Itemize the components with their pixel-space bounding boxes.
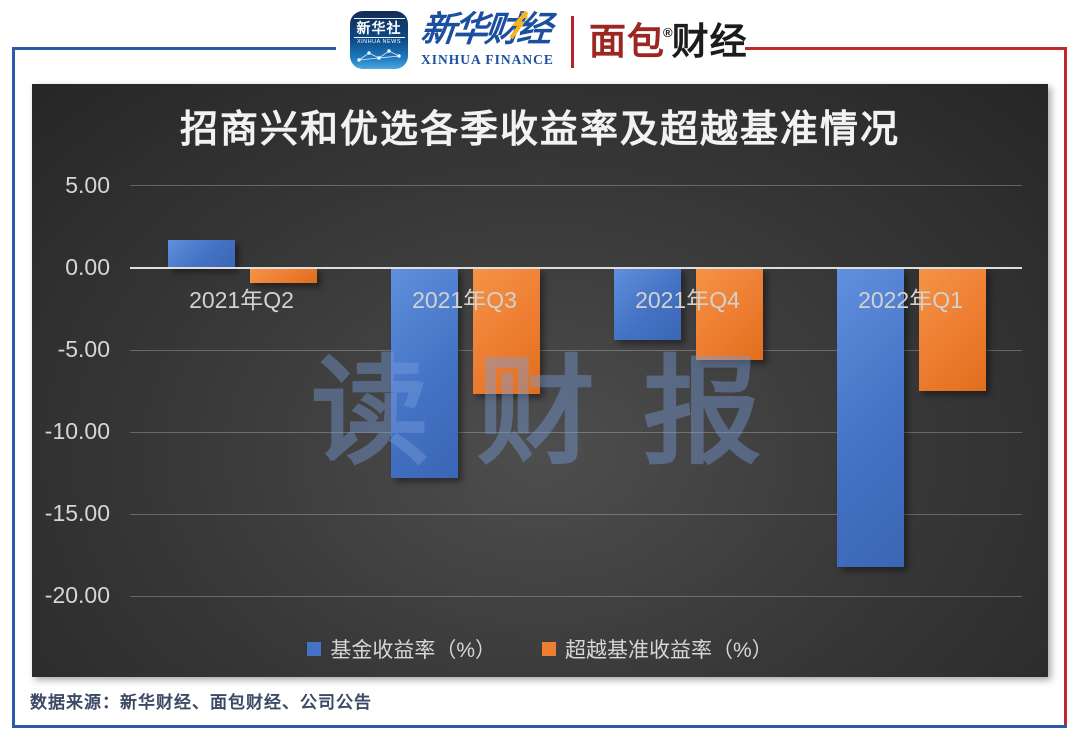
frame-bottom-border: [12, 725, 1067, 728]
bread-finance-cn-left: 面包: [589, 21, 665, 62]
fund-return-bar-2: [390, 268, 458, 479]
bread-finance-cn-right: 财经: [671, 21, 748, 62]
fund-return-bar-1: [167, 240, 235, 268]
y-axis-tick-label: -5.00: [57, 336, 110, 363]
legend-label-excess-benchmark-return: 超越基准收益率（%）: [565, 639, 773, 662]
legend-label-fund-return: 基金收益率（%）: [330, 639, 496, 662]
legend-swatch-fund-return: [307, 642, 322, 656]
category-label: 2022年Q1: [858, 287, 963, 313]
y-axis-tick-label: 0.00: [65, 254, 110, 280]
lightning-icon: [509, 10, 529, 40]
xinhua-finance-en-label: XINHUA FINANCE: [421, 52, 554, 67]
gridline: [130, 185, 1022, 187]
fund-return-bar-3: [613, 268, 681, 341]
gridline: [130, 349, 1022, 351]
xinhua-news-cn-label: 新华社: [353, 17, 405, 38]
excess-benchmark-return-bar-1: [249, 268, 317, 283]
gridline: [130, 513, 1022, 515]
frame-top-left-line: [12, 47, 336, 50]
x-axis-line: [130, 267, 1022, 269]
category-label: 2021年Q3: [412, 287, 517, 313]
frame-right-border: [1064, 47, 1067, 728]
chart-panel: 招商兴和优选各季收益率及超越基准情况 5.00 0.00 -5.00 -10.00 -1…: [32, 84, 1048, 677]
legend-swatch-excess-benchmark-return: [542, 642, 556, 656]
xinhua-finance-logo: 新华财经 XINHUA FINANCE: [419, 10, 581, 72]
y-axis-tick-label: -10.00: [44, 418, 110, 445]
y-axis-tick-label: -15.00: [44, 500, 110, 527]
y-axis-tick-label: -20.00: [44, 582, 110, 609]
y-axis-tick-label: 5.00: [65, 171, 110, 198]
network-icon: [357, 48, 401, 62]
source-note: 数据来源：新华财经、面包财经、公司公告: [30, 693, 372, 712]
chart-title: 招商兴和优选各季收益率及超越基准情况: [179, 109, 900, 151]
registered-trademark-mark: ®: [663, 25, 674, 40]
category-label: 2021年Q2: [189, 287, 294, 313]
excess-benchmark-return-bar-3: [695, 268, 763, 360]
fund-return-bar-4: [836, 268, 904, 567]
plot-area: 5.00 0.00 -5.00 -10.00 -15.00 -20.00 2021年Q2 20…: [32, 84, 1048, 677]
legend: 基金收益率（%） 超越基准收益率（%）: [32, 634, 1048, 664]
xinhua-news-en-label: XINHUA NEWS: [356, 38, 401, 45]
header-divider-line: [571, 16, 574, 68]
excess-benchmark-return-bar-4: [918, 268, 986, 392]
gridline: [130, 431, 1022, 433]
frame-top-right-line: [745, 47, 1067, 50]
bread-finance-logo: 面包®财经: [589, 19, 748, 73]
xinhua-finance-cn-label: 新华财经: [419, 10, 552, 49]
legend-item-excess-benchmark-return: 超越基准收益率（%）: [542, 634, 773, 664]
xinhua-news-logo: 新华社 XINHUA NEWS: [350, 11, 408, 69]
frame-left-border: [12, 47, 15, 728]
legend-item-fund-return: 基金收益率（%）: [307, 634, 496, 664]
gridline: [130, 595, 1022, 597]
category-label: 2021年Q4: [635, 287, 740, 313]
excess-benchmark-return-bar-2: [472, 268, 540, 395]
